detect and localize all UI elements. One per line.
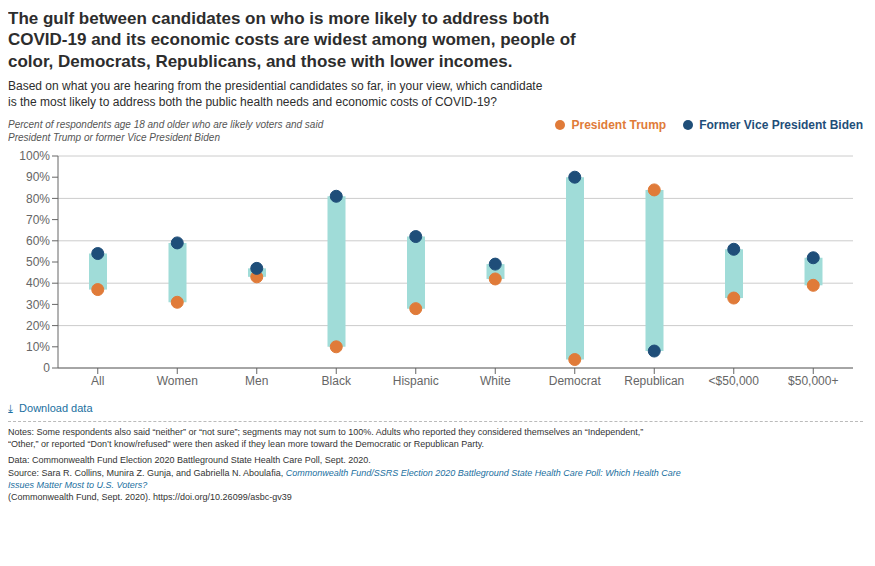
svg-text:$50,000+: $50,000+ [788, 374, 838, 388]
html-text:Former Vice President Biden: Former Vice President Biden [699, 118, 863, 133]
svg-text:90%: 90% [26, 171, 50, 185]
svg-text:Women: Women [157, 374, 198, 388]
html-text:Data: Commonwealth Fund Electi: Data: Commonwealth Fund Election 2020 Ba… [8, 454, 371, 465]
svg-text:Democrat: Democrat [549, 374, 602, 388]
svg-text:80%: 80% [26, 192, 50, 206]
svg-text:60%: 60% [26, 234, 50, 248]
svg-text:Hispanic: Hispanic [393, 374, 439, 388]
svg-text:30%: 30% [26, 298, 50, 312]
svg-text:Men: Men [245, 374, 268, 388]
html-text:Source: Sara R. Collins, Munir: Source: Sara R. Collins, Munira Z. Gunja… [8, 468, 681, 490]
html-text:President Trump: President Trump [571, 118, 667, 133]
svg-text:20%: 20% [26, 319, 50, 333]
html-text:Based on what you are hearing: Based on what you are hearing from the p… [8, 78, 543, 109]
html-text:⤓ Download data: ⤓ Download data [8, 402, 93, 415]
svg-text:Republican: Republican [624, 374, 684, 388]
svg-text:40%: 40% [26, 277, 50, 291]
svg-text:All: All [91, 374, 104, 388]
svg-text:<$50,000: <$50,000 [709, 374, 760, 388]
svg-text:50%: 50% [26, 255, 50, 269]
svg-text:White: White [480, 374, 511, 388]
svg-text:100%: 100% [19, 149, 50, 163]
svg-text:Black: Black [322, 374, 352, 388]
html-text:(Commonwealth Fund, Sept. 2020: (Commonwealth Fund, Sept. 2020). https:/… [8, 491, 292, 502]
html-text:Notes: Some respondents also s: Notes: Some respondents also said “neith… [8, 427, 644, 449]
svg-text:0: 0 [43, 361, 50, 375]
html-text:The gulf between candidates on: The gulf between candidates on who is mo… [8, 9, 576, 71]
svg-text:10%: 10% [26, 340, 50, 354]
svg-text:70%: 70% [26, 213, 50, 227]
html-text:Percent of respondents age 18: Percent of respondents age 18 and older … [8, 119, 324, 144]
